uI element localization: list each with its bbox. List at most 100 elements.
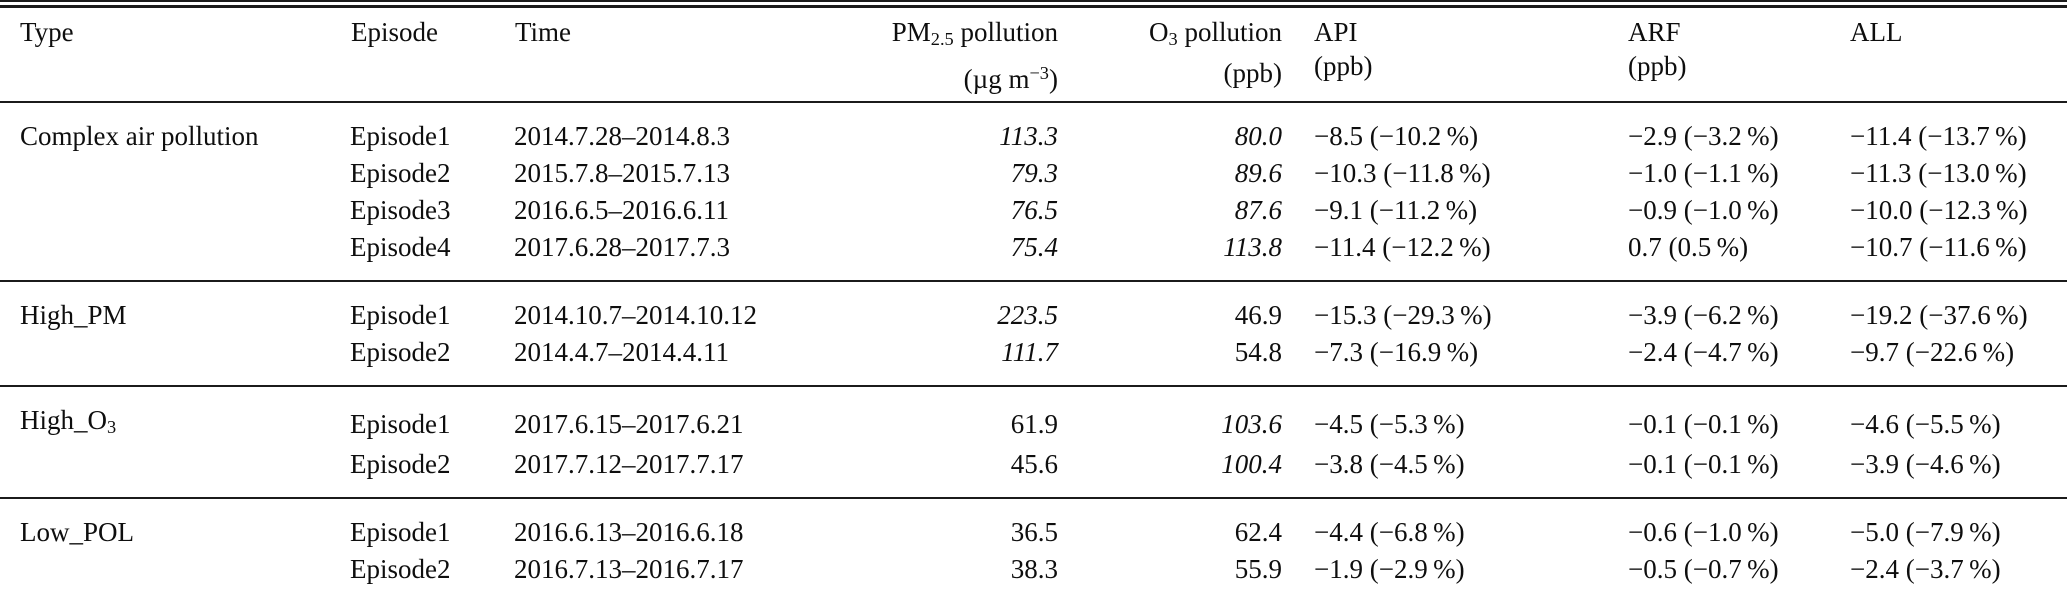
cell-api-value: −4.5 (−5.3 %) bbox=[1314, 408, 1465, 439]
col-header-pm-label: PM2.5 pollution bbox=[841, 15, 1058, 56]
cell-episode: Episode1 bbox=[350, 121, 451, 152]
type-label: High_O bbox=[20, 405, 107, 436]
cell-api-value: −15.3 (−29.3 %) bbox=[1314, 300, 1492, 331]
col-header-all: ALL bbox=[1846, 8, 2067, 102]
cell-all-value: −19.2 (−37.6 %) bbox=[1850, 300, 2028, 331]
cell-o3-value: 80.0 bbox=[1234, 121, 1282, 152]
cell-all-value: −10.7 (−11.6 %) bbox=[1850, 232, 2027, 263]
cell-o3-value: 46.9 bbox=[1234, 300, 1282, 331]
cell-arf-value: −2.4 (−4.7 %) bbox=[1628, 337, 1779, 368]
type-label: Low_POL bbox=[20, 517, 134, 548]
col-header-api-unit: (ppb) bbox=[1314, 51, 1373, 81]
header-row: Type Episode Time PM2.5 pollution (µg m−… bbox=[0, 8, 2067, 102]
cell-arf-value: −2.9 (−3.2 %) bbox=[1628, 121, 1779, 152]
cell-all-value: −11.3 (−13.0 %) bbox=[1850, 158, 2027, 189]
cell-time: 2014.10.7–2014.10.12 bbox=[514, 300, 757, 331]
cell-o3-value: 89.6 bbox=[1234, 158, 1282, 189]
cell-episode: Episode2 bbox=[350, 554, 451, 585]
col-header-all-label: ALL bbox=[1850, 17, 1903, 47]
col-header-o3-unit: (ppb) bbox=[1223, 58, 1282, 89]
cell-episode: Episode2 bbox=[350, 449, 451, 480]
cell-api-value: −7.3 (−16.9 %) bbox=[1314, 337, 1479, 368]
col-header-time: Time bbox=[514, 8, 840, 102]
cell-api-value: −9.1 (−11.2 %) bbox=[1314, 195, 1478, 226]
cell-o3-value: 113.8 bbox=[1223, 232, 1282, 263]
col-header-arf-label: ARF bbox=[1628, 17, 1681, 47]
cell-type: High_PM bbox=[0, 281, 350, 334]
cell-type: High_O3 bbox=[0, 386, 350, 446]
pm-unit-pre: (µg m bbox=[963, 64, 1030, 95]
cell-time: 2017.6.15–2017.6.21 bbox=[514, 408, 744, 439]
cell-type bbox=[0, 229, 350, 281]
table-top-rule bbox=[0, 0, 2067, 8]
table-section: Low_POL Episode1 2016.6.13–2016.6.18 36.5 62… bbox=[0, 498, 2067, 591]
cell-o3-value: 54.8 bbox=[1234, 337, 1282, 368]
pm-label-base: PM bbox=[891, 17, 931, 47]
cell-episode: Episode1 bbox=[350, 517, 451, 548]
cell-o3-value: 100.4 bbox=[1221, 449, 1282, 480]
type-label: Complex air pollution bbox=[20, 121, 259, 152]
cell-pm-value: 79.3 bbox=[1010, 158, 1058, 189]
cell-pm-value: 36.5 bbox=[1010, 517, 1058, 548]
col-header-arf: ARF (ppb) bbox=[1622, 8, 1846, 102]
cell-time: 2017.6.28–2017.7.3 bbox=[514, 232, 730, 263]
cell-pm-value: 113.3 bbox=[999, 121, 1058, 152]
cell-time: 2016.7.13–2016.7.17 bbox=[514, 554, 744, 585]
cell-pm-value: 111.7 bbox=[1001, 337, 1058, 368]
col-header-time-label: Time bbox=[515, 17, 572, 47]
cell-all-value: −3.9 (−4.6 %) bbox=[1850, 449, 2001, 480]
col-header-api-label: API bbox=[1314, 17, 1358, 47]
cell-arf-value: −0.9 (−1.0 %) bbox=[1628, 195, 1779, 226]
cell-time: 2014.7.28–2014.8.3 bbox=[514, 121, 730, 152]
cell-type bbox=[0, 551, 350, 591]
cell-time: 2016.6.5–2016.6.11 bbox=[514, 195, 729, 226]
col-header-pm: PM2.5 pollution (µg m−3) bbox=[840, 8, 1068, 102]
cell-episode: Episode1 bbox=[350, 300, 451, 331]
cell-pm-value: 75.4 bbox=[1010, 232, 1058, 263]
o3-label-rest: pollution bbox=[1177, 17, 1282, 47]
table-row: Episode3 2016.6.5–2016.6.11 76.5 87.6 −9.1 (… bbox=[0, 192, 2067, 229]
cell-api-value: −3.8 (−4.5 %) bbox=[1314, 449, 1465, 480]
cell-all-value: −10.0 (−12.3 %) bbox=[1850, 195, 2028, 226]
cell-api-value: −1.9 (−2.9 %) bbox=[1314, 554, 1465, 585]
table-row: Episode2 2016.7.13–2016.7.17 38.3 55.9 −1.9 … bbox=[0, 551, 2067, 591]
col-header-episode: Episode bbox=[350, 8, 514, 102]
cell-all-value: −9.7 (−22.6 %) bbox=[1850, 337, 2015, 368]
cell-type bbox=[0, 155, 350, 192]
cell-arf-value: −1.0 (−1.1 %) bbox=[1628, 158, 1779, 189]
table-section: High_O3 Episode1 2017.6.15–2017.6.21 61.9 10… bbox=[0, 386, 2067, 498]
cell-episode: Episode1 bbox=[350, 408, 451, 439]
cell-time: 2014.4.7–2014.4.11 bbox=[514, 337, 729, 368]
cell-all-value: −11.4 (−13.7 %) bbox=[1850, 121, 2027, 152]
cell-type bbox=[0, 446, 350, 498]
cell-type bbox=[0, 192, 350, 229]
cell-arf-value: 0.7 (0.5 %) bbox=[1628, 232, 1749, 263]
o3-label-base: O bbox=[1149, 17, 1169, 47]
table-row: Complex air pollution Episode1 2014.7.28–2… bbox=[0, 102, 2067, 155]
cell-time: 2017.7.12–2017.7.17 bbox=[514, 449, 744, 480]
cell-episode: Episode2 bbox=[350, 337, 451, 368]
col-header-o3-label: O3 pollution bbox=[1069, 15, 1282, 56]
cell-arf-value: −0.1 (−0.1 %) bbox=[1628, 408, 1779, 439]
table-header: Type Episode Time PM2.5 pollution (µg m−… bbox=[0, 8, 2067, 103]
cell-pm-value: 45.6 bbox=[1010, 449, 1058, 480]
cell-time: 2015.7.8–2015.7.13 bbox=[514, 158, 730, 189]
cell-pm-value: 38.3 bbox=[1010, 554, 1058, 585]
cell-all-value: −5.0 (−7.9 %) bbox=[1850, 517, 2001, 548]
cell-o3-value: 87.6 bbox=[1234, 195, 1282, 226]
table-row: High_O3 Episode1 2017.6.15–2017.6.21 61.9 10… bbox=[0, 386, 2067, 446]
pm-unit-post: ) bbox=[1049, 64, 1058, 95]
col-header-arf-unit: (ppb) bbox=[1628, 51, 1687, 81]
cell-episode: Episode3 bbox=[350, 195, 451, 226]
col-header-o3: O3 pollution (ppb) bbox=[1068, 8, 1286, 102]
table-row: High_PM Episode1 2014.10.7–2014.10.12 223.5… bbox=[0, 281, 2067, 334]
cell-arf-value: −0.6 (−1.0 %) bbox=[1628, 517, 1779, 548]
cell-pm-value: 76.5 bbox=[1010, 195, 1058, 226]
type-label-subscript: 3 bbox=[107, 417, 117, 438]
pm-label-subscript: 2.5 bbox=[930, 29, 954, 50]
col-header-type-label: Type bbox=[20, 17, 74, 47]
cell-episode: Episode2 bbox=[350, 158, 451, 189]
cell-api-value: −10.3 (−11.8 %) bbox=[1314, 158, 1491, 189]
cell-o3-value: 62.4 bbox=[1234, 517, 1282, 548]
